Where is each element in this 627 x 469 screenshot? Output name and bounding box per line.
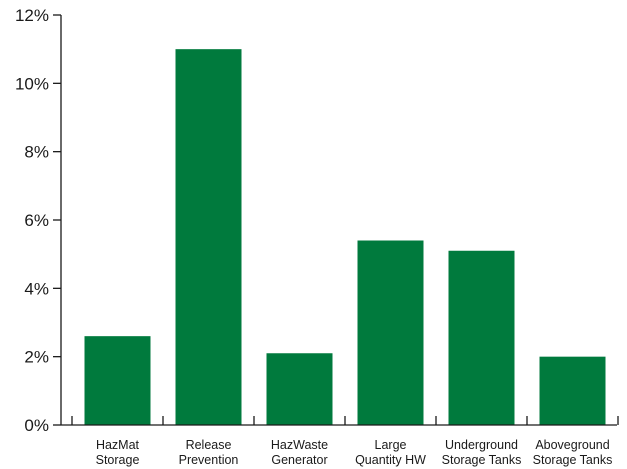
bar <box>357 240 424 425</box>
x-category-label: Release Prevention <box>179 438 239 467</box>
y-axis-ticks: 0% 2% 4% 6% 8% 10% 12% <box>15 6 61 435</box>
y-tick-label: 10% <box>15 74 49 93</box>
x-category-label: Aboveground Storage Tanks <box>533 438 613 467</box>
y-tick-label: 0% <box>24 416 49 435</box>
bar-group <box>84 49 606 426</box>
y-tick-label: 2% <box>24 348 49 367</box>
bar <box>84 336 151 425</box>
x-category-label: Underground Storage Tanks <box>442 438 522 467</box>
x-category-label: HazWaste Generator <box>271 438 328 467</box>
y-tick-label: 12% <box>15 6 49 25</box>
bar <box>539 356 606 425</box>
y-tick-label: 4% <box>24 279 49 298</box>
bar <box>266 353 333 425</box>
bar <box>175 49 242 426</box>
bar <box>448 250 515 425</box>
x-category-label: Large Quantity HW <box>355 438 426 467</box>
x-axis-labels: HazMat Storage Release Prevention HazWaste Ge… <box>96 438 613 467</box>
x-category-label: HazMat Storage <box>96 438 140 467</box>
y-tick-label: 8% <box>24 143 49 162</box>
y-tick-label: 6% <box>24 211 49 230</box>
